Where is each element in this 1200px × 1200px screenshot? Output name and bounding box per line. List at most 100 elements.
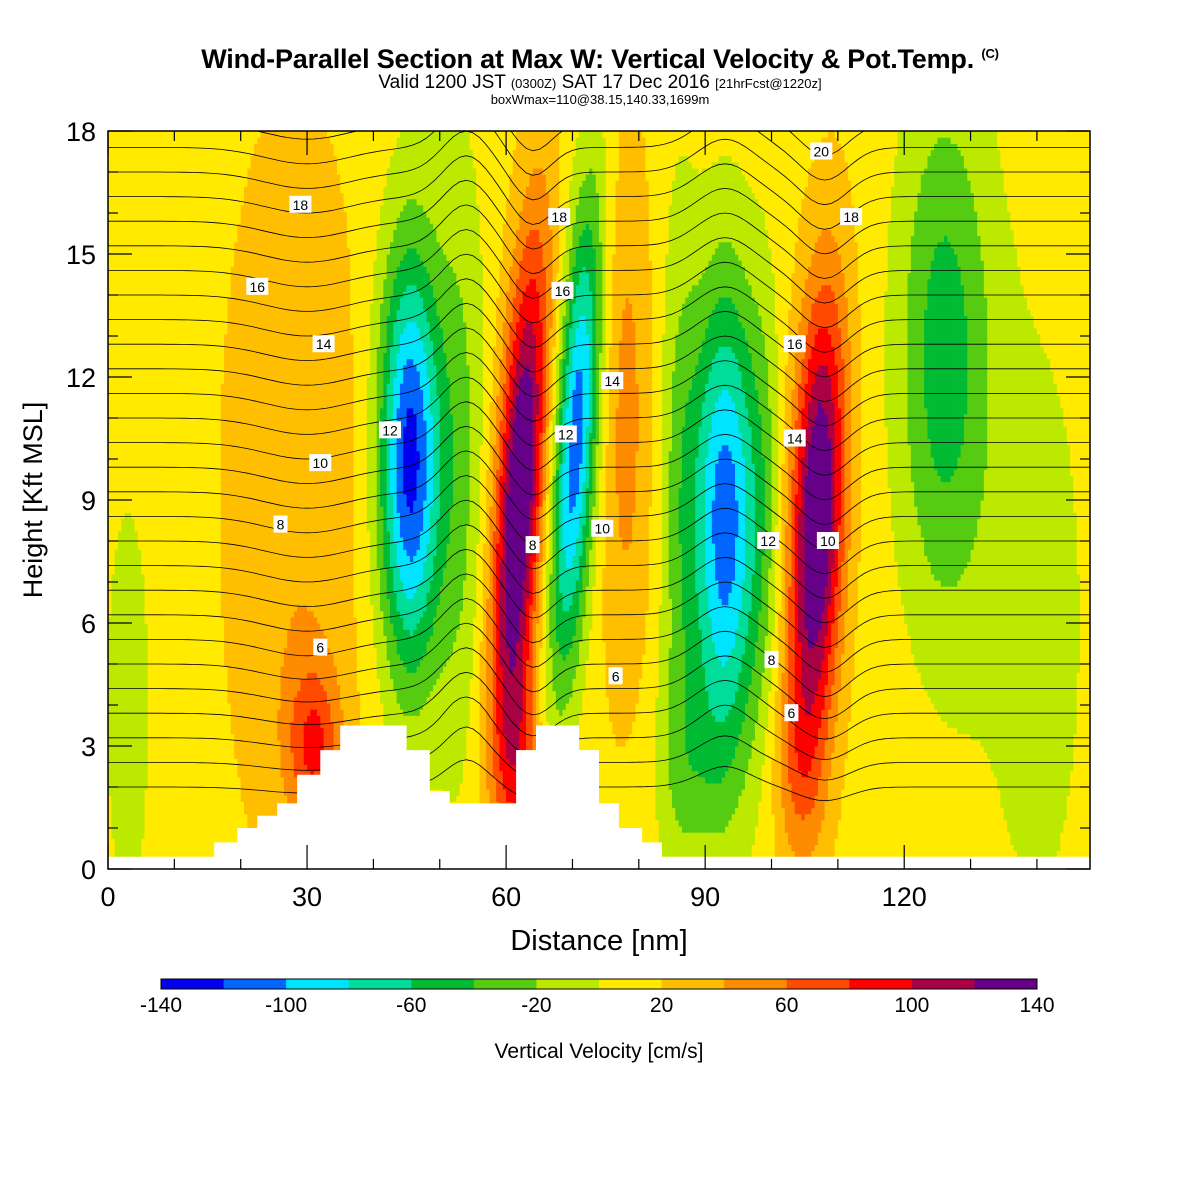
velocity-cell xyxy=(784,131,789,366)
velocity-cell xyxy=(389,155,394,243)
velocity-cell xyxy=(131,131,136,520)
velocity-cell xyxy=(827,776,832,869)
velocity-cell xyxy=(618,131,623,341)
velocity-cell xyxy=(671,180,676,372)
velocity-cell xyxy=(957,131,962,151)
velocity-cell xyxy=(910,131,915,237)
velocity-cell xyxy=(542,561,547,869)
theta-label-text: 16 xyxy=(787,336,803,352)
velocity-cell xyxy=(957,266,962,458)
velocity-cell xyxy=(545,493,550,563)
velocity-cell xyxy=(1076,672,1081,869)
velocity-cell xyxy=(731,352,736,403)
velocity-cell xyxy=(456,284,461,630)
velocity-cell xyxy=(937,241,942,476)
theta-label-text: 8 xyxy=(277,517,285,533)
velocity-cell xyxy=(290,616,295,722)
velocity-cell xyxy=(565,407,570,569)
velocity-cell xyxy=(1046,131,1051,360)
velocity-cell xyxy=(489,131,494,403)
velocity-cell xyxy=(817,131,822,144)
velocity-cell xyxy=(751,297,756,372)
velocity-cell xyxy=(532,229,537,280)
velocity-cell xyxy=(389,420,394,495)
theta-label-text: 18 xyxy=(293,197,309,213)
velocity-cell xyxy=(443,567,447,667)
theta-contour-line xyxy=(108,155,1090,230)
velocity-cell xyxy=(761,333,766,458)
velocity-cell xyxy=(615,131,620,181)
velocity-cell xyxy=(973,536,978,741)
velocity-cell xyxy=(509,764,514,802)
velocity-cell xyxy=(506,395,511,440)
velocity-cell xyxy=(416,327,421,372)
velocity-cell xyxy=(419,340,424,390)
velocity-cell xyxy=(632,512,637,722)
theta-label-text: 8 xyxy=(529,537,537,553)
velocity-cell xyxy=(532,610,537,796)
velocity-cell xyxy=(837,143,842,255)
velocity-cell xyxy=(436,518,441,606)
velocity-cell xyxy=(754,389,759,643)
velocity-cell xyxy=(847,180,852,341)
velocity-cell xyxy=(509,407,514,452)
velocity-cell xyxy=(184,131,189,869)
velocity-cell xyxy=(947,131,952,138)
velocity-cell xyxy=(552,131,557,347)
velocity-cell xyxy=(947,481,952,587)
velocity-cell xyxy=(940,586,945,722)
theta-label-bg xyxy=(784,704,799,722)
terrain-mask xyxy=(108,725,1090,869)
velocity-cell xyxy=(678,487,683,544)
velocity-cell xyxy=(671,807,676,869)
velocity-cell xyxy=(960,131,965,157)
velocity-cell xyxy=(632,721,637,869)
velocity-cell xyxy=(997,131,1002,151)
velocity-cell xyxy=(399,616,404,661)
velocity-cell xyxy=(144,789,149,869)
velocity-cell xyxy=(738,795,743,869)
velocity-cell xyxy=(413,247,418,286)
velocity-cell xyxy=(1007,210,1011,833)
velocity-cell xyxy=(738,672,743,735)
velocity-cell xyxy=(313,131,318,618)
velocity-cell xyxy=(516,641,520,759)
velocity-cell xyxy=(569,180,574,249)
velocity-cell xyxy=(1066,444,1071,796)
velocity-cell xyxy=(907,635,912,869)
velocity-cell xyxy=(924,309,929,409)
velocity-cell xyxy=(698,278,703,353)
velocity-cell xyxy=(542,131,547,175)
velocity-cell xyxy=(370,303,375,606)
velocity-cell xyxy=(924,131,929,169)
velocity-cell xyxy=(575,370,580,495)
velocity-cell xyxy=(671,370,676,809)
velocity-cell xyxy=(731,303,736,353)
velocity-cell xyxy=(240,204,245,802)
velocity-cell xyxy=(801,297,806,360)
velocity-cell xyxy=(691,377,696,772)
velocity-cell xyxy=(496,297,501,397)
velocity-cell xyxy=(482,543,487,869)
velocity-cell xyxy=(768,567,773,692)
velocity-cell xyxy=(718,721,723,784)
velocity-cell xyxy=(439,586,444,673)
velocity-cell xyxy=(443,254,447,353)
velocity-cell xyxy=(575,247,580,286)
velocity-cell xyxy=(950,247,955,476)
velocity-cell xyxy=(419,579,424,618)
velocity-cell xyxy=(711,832,716,869)
colorbar-swatch xyxy=(724,979,788,989)
velocity-cell xyxy=(403,131,408,206)
velocity-cell xyxy=(287,131,292,630)
x-tick-label: 60 xyxy=(491,882,521,912)
velocity-cell xyxy=(827,229,832,286)
velocity-cell xyxy=(668,789,673,869)
velocity-cell xyxy=(788,782,793,845)
theta-label-text: 10 xyxy=(820,533,836,549)
velocity-cell xyxy=(403,204,408,255)
velocity-cell xyxy=(642,131,647,138)
velocity-cell xyxy=(373,260,378,649)
velocity-cell xyxy=(675,131,680,163)
axes: 0 30 60 90 120 0 3 6 9 12 15 18 xyxy=(66,117,1090,912)
